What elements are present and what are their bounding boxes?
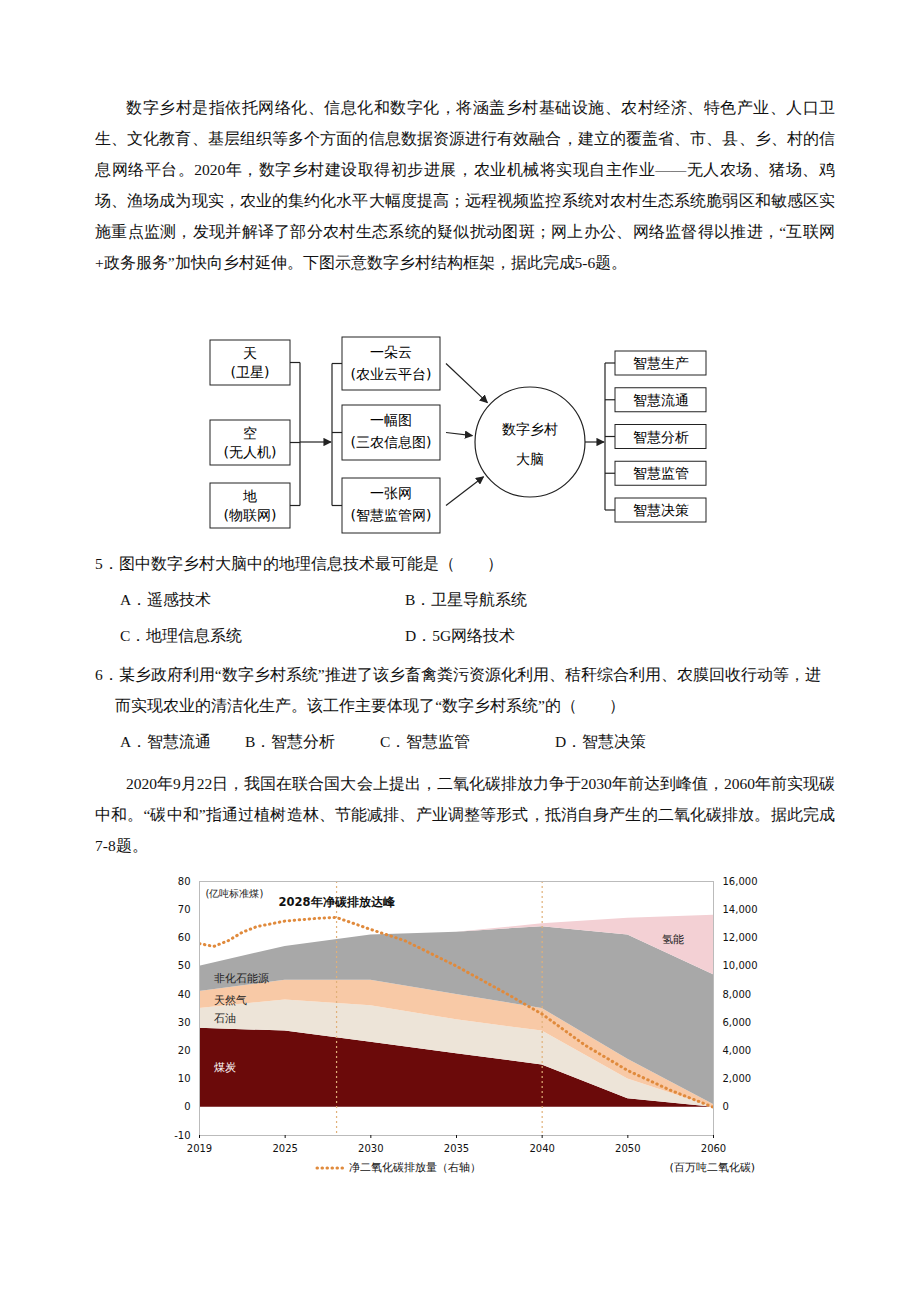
html-text:C．智慧监管: C．智慧监管 xyxy=(380,733,471,750)
svg-text:智慧分析: 智慧分析 xyxy=(633,429,689,445)
svg-text:智慧生产: 智慧生产 xyxy=(633,355,689,371)
svg-text:智慧流通: 智慧流通 xyxy=(633,392,689,408)
svg-text:-10: -10 xyxy=(174,1130,190,1141)
html-text:D．智慧决策: D．智慧决策 xyxy=(555,733,647,750)
svg-text:6,000: 6,000 xyxy=(723,1017,752,1028)
html-text:(百万吨二氧化碳): (百万吨二氧化碳) xyxy=(669,1161,755,1174)
svg-text:一朵云: 一朵云 xyxy=(370,344,412,360)
html-text:5．图中数字乡村大脑中的地理信息技术最可能是（ ）: 5．图中数字乡村大脑中的地理信息技术最可能是（ ） xyxy=(95,555,503,572)
svg-text:智慧决策: 智慧决策 xyxy=(633,502,689,518)
html-text:A．智慧流通: A．智慧流通 xyxy=(120,733,212,750)
html-text:D．5G网络技术: D．5G网络技术 xyxy=(405,627,516,644)
svg-text:2028年净碳排放达峰: 2028年净碳排放达峰 xyxy=(279,895,396,909)
html-text:A．遥感技术: A．遥感技术 xyxy=(120,591,212,608)
svg-text:天: 天 xyxy=(243,345,257,361)
svg-text:20: 20 xyxy=(178,1045,191,1056)
svg-text:14,000: 14,000 xyxy=(723,904,758,915)
svg-text:40: 40 xyxy=(178,989,191,1000)
svg-text:60: 60 xyxy=(178,932,191,943)
svg-text:2040: 2040 xyxy=(529,1143,554,1154)
svg-text:石油: 石油 xyxy=(214,1012,236,1025)
svg-text:天然气: 天然气 xyxy=(214,994,247,1007)
html-text:6．某乡政府利用“数字乡村系统”推进了该乡畜禽粪污资源化利用: 6．某乡政府利用“数字乡村系统”推进了该乡畜禽粪污资源化利用、秸秆综合利用、农膜… xyxy=(95,666,821,714)
svg-text:2,000: 2,000 xyxy=(723,1073,752,1084)
svg-text:2019: 2019 xyxy=(187,1143,212,1154)
svg-text:一张网: 一张网 xyxy=(370,485,412,501)
svg-text:2050: 2050 xyxy=(615,1143,640,1154)
svg-text:16,000: 16,000 xyxy=(723,876,758,887)
svg-text:0: 0 xyxy=(723,1101,729,1112)
svg-text:煤炭: 煤炭 xyxy=(214,1061,236,1074)
svg-text:2030: 2030 xyxy=(358,1143,383,1154)
svg-text:(物联网): (物联网) xyxy=(224,507,277,523)
svg-text:(智慧监管网): (智慧监管网) xyxy=(351,507,432,523)
svg-text:80: 80 xyxy=(178,876,191,887)
svg-text:30: 30 xyxy=(178,1017,191,1028)
svg-text:10: 10 xyxy=(178,1073,191,1084)
svg-text:氢能: 氢能 xyxy=(662,933,684,946)
svg-text:地: 地 xyxy=(242,488,257,504)
svg-text:数字乡村: 数字乡村 xyxy=(502,421,558,437)
svg-text:2035: 2035 xyxy=(444,1143,469,1154)
svg-text:(无人机): (无人机) xyxy=(224,444,277,460)
svg-text:2060: 2060 xyxy=(701,1143,726,1154)
html-text:2020年9月22日，我国在联合国大会上提出，二氧化碳排放力: 2020年9月22日，我国在联合国大会上提出，二氧化碳排放力争于2030年前达到… xyxy=(95,775,835,854)
svg-text:一幅图: 一幅图 xyxy=(370,412,412,428)
svg-text:2025: 2025 xyxy=(272,1143,297,1154)
svg-text:4,000: 4,000 xyxy=(723,1045,752,1056)
svg-text:(三农信息图): (三农信息图) xyxy=(351,434,432,450)
svg-text:70: 70 xyxy=(178,904,191,915)
svg-text:10,000: 10,000 xyxy=(723,960,758,971)
svg-text:大脑: 大脑 xyxy=(516,451,544,467)
svg-text:(亿吨标准煤): (亿吨标准煤) xyxy=(206,888,264,899)
svg-text:非化石能源: 非化石能源 xyxy=(214,972,269,985)
svg-text:智慧监管: 智慧监管 xyxy=(633,465,689,481)
html-text:B．卫星导航系统: B．卫星导航系统 xyxy=(405,591,528,608)
svg-text:空: 空 xyxy=(243,425,257,441)
html-text:C．地理信息系统: C．地理信息系统 xyxy=(120,627,243,644)
html-text:B．智慧分析: B．智慧分析 xyxy=(245,733,336,750)
svg-text:8,000: 8,000 xyxy=(723,989,752,1000)
svg-text:12,000: 12,000 xyxy=(723,932,758,943)
html-text:净二氧化碳排放量（右轴）: 净二氧化碳排放量（右轴） xyxy=(349,1161,481,1174)
svg-text:(卫星): (卫星) xyxy=(231,364,270,380)
svg-text:(农业云平台): (农业云平台) xyxy=(351,366,432,382)
svg-text:0: 0 xyxy=(184,1101,190,1112)
html-text:数字乡村是指依托网络化、信息化和数字化，将涵盖乡村基础设施、: 数字乡村是指依托网络化、信息化和数字化，将涵盖乡村基础设施、农村经济、特色产业、… xyxy=(95,99,835,271)
svg-text:50: 50 xyxy=(178,960,191,971)
